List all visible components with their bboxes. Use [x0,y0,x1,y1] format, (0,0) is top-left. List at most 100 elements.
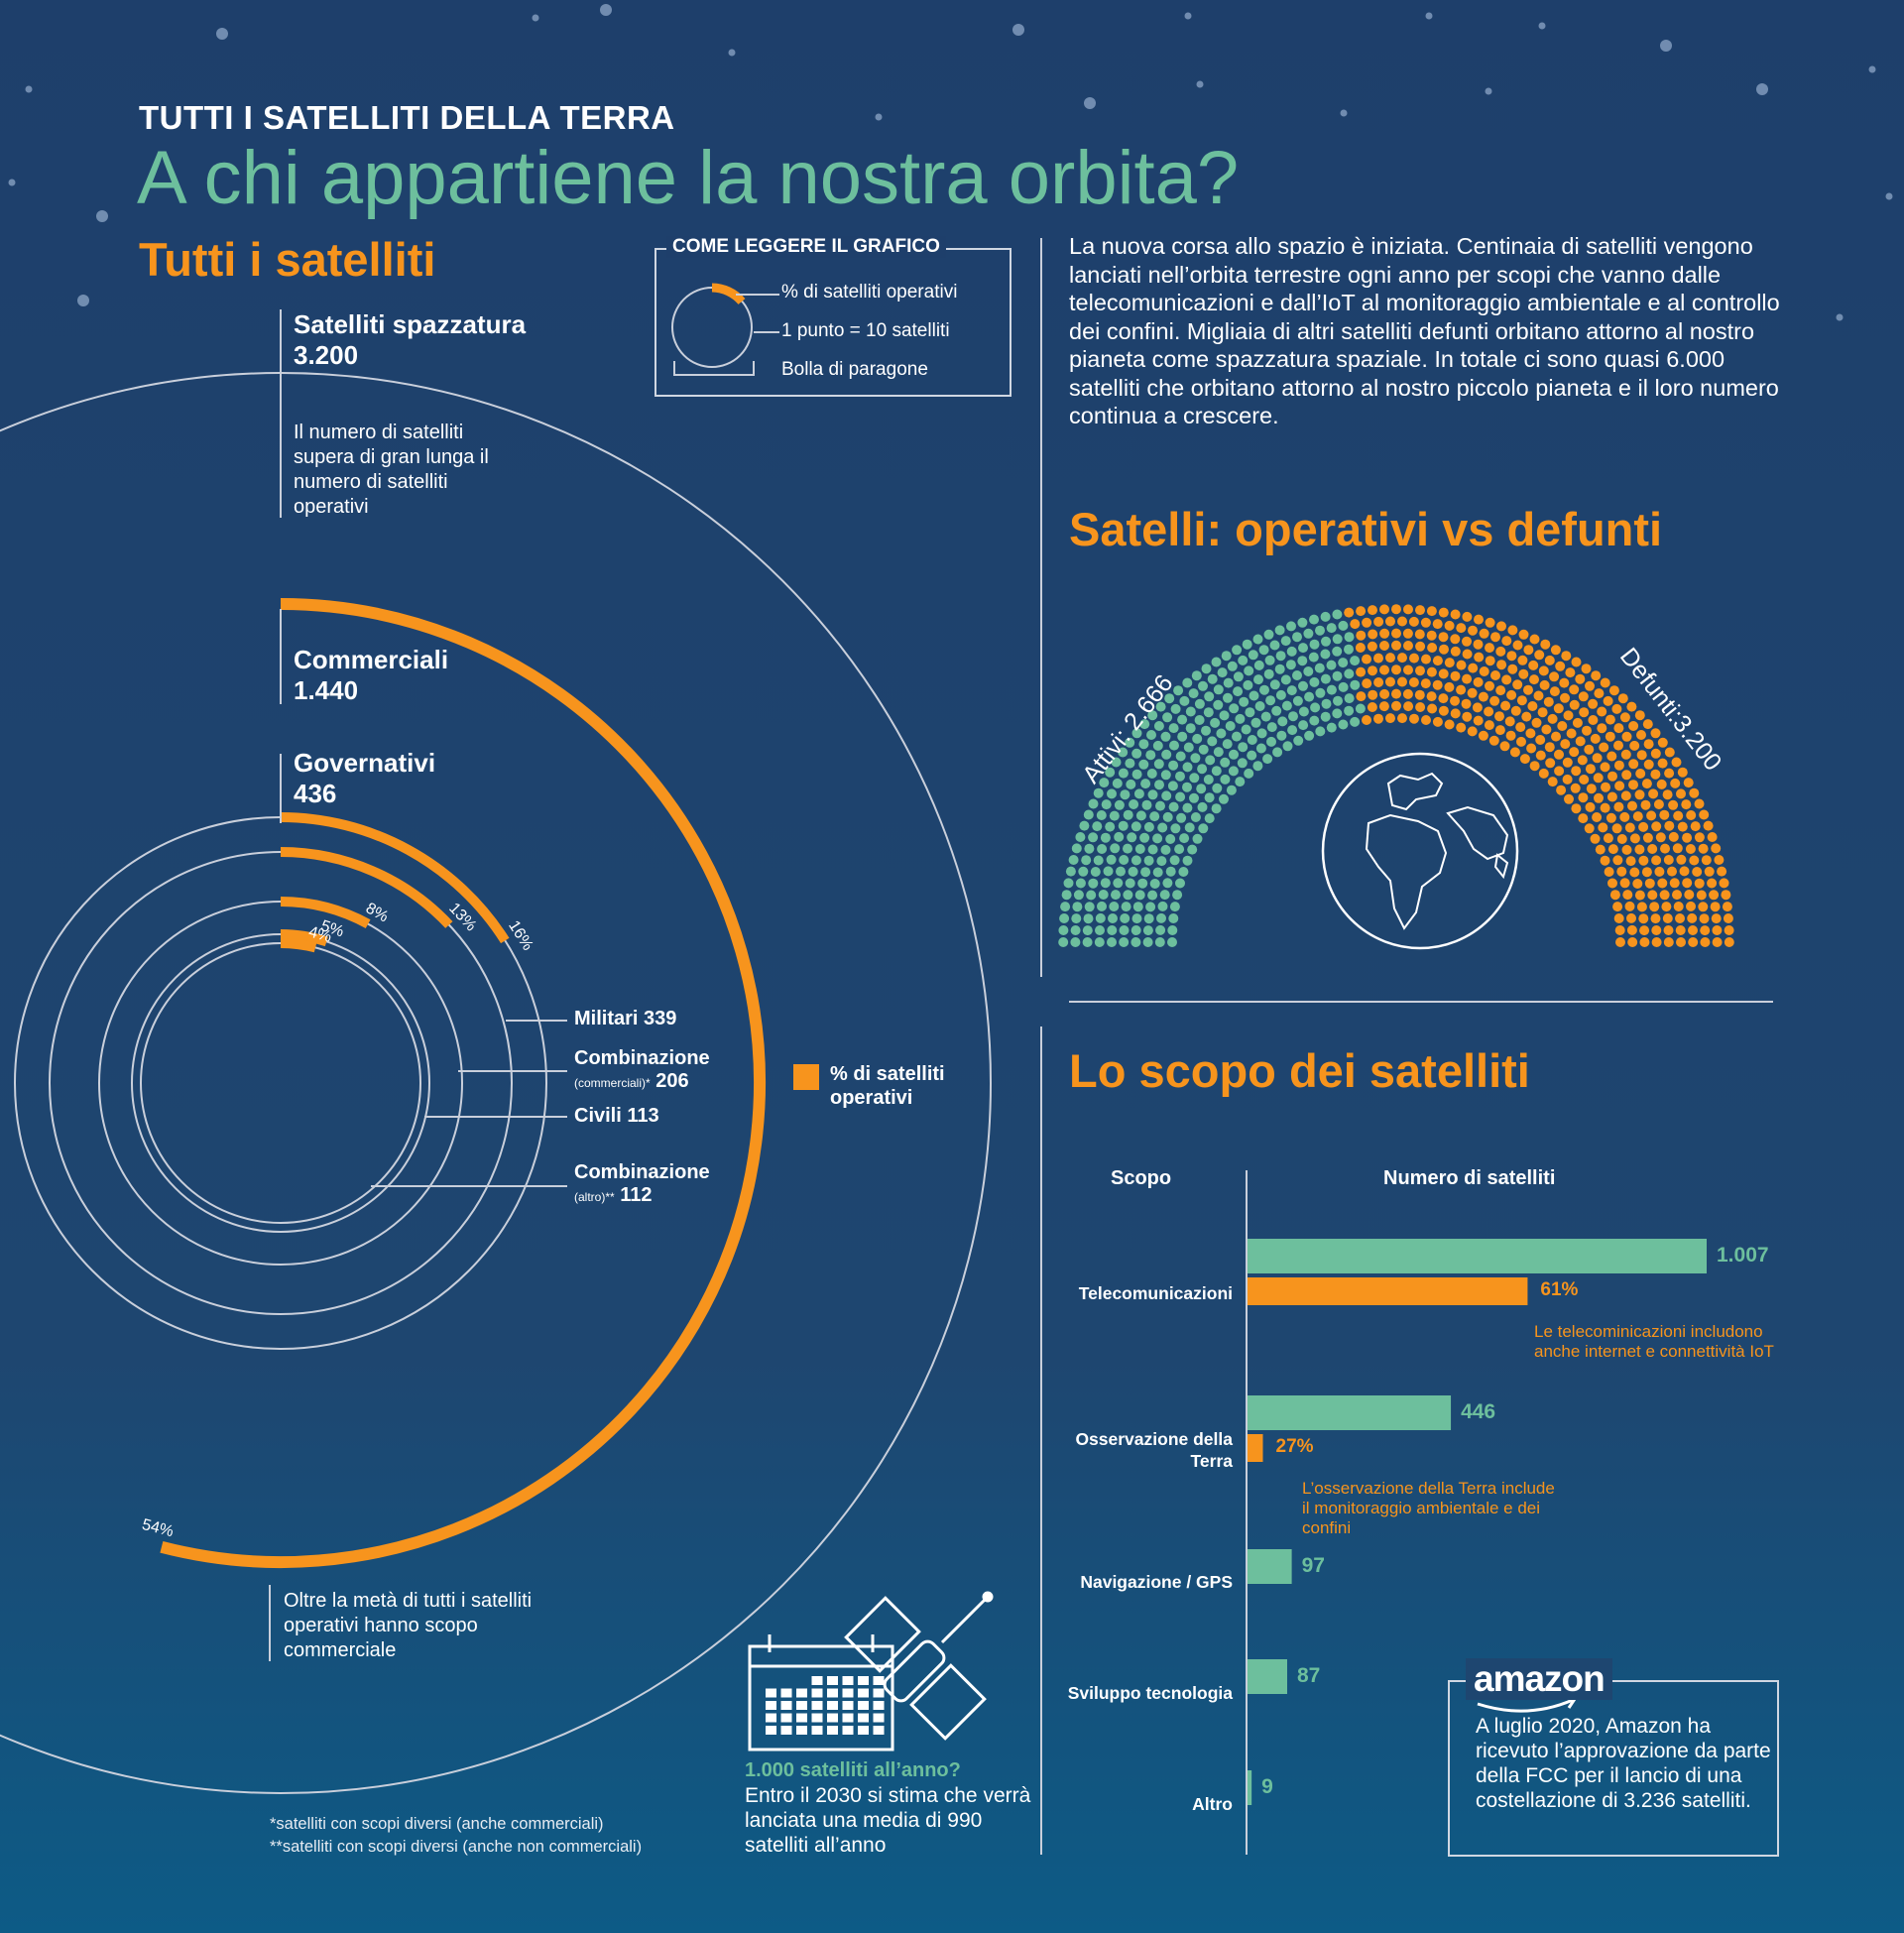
active-dot [1303,666,1314,676]
calendar-cell [873,1701,885,1710]
defunct-dot [1462,611,1473,622]
defunct-dot [1621,770,1632,781]
active-dot [1120,913,1130,923]
defunct-dot [1632,879,1643,889]
active-dot [1350,656,1361,666]
calendar-cell [766,1688,776,1698]
calendar-cell [780,1726,792,1735]
active-dot [1099,778,1110,788]
active-dot [1154,780,1164,790]
active-dot [1094,937,1105,947]
defunct-dot [1462,711,1473,722]
calendar-cell [811,1676,823,1685]
defunct-dot [1569,747,1580,758]
star-dot [728,49,736,57]
defunct-dot [1496,660,1507,670]
active-dot [1106,854,1117,865]
active-dot [1141,799,1152,810]
defunct-dot [1571,803,1582,814]
defunct-dot [1494,725,1505,736]
active-dot [1288,711,1298,722]
dot-semicircle-chart [1058,604,1734,947]
active-dot [1127,832,1137,843]
defunct-dot [1714,855,1725,865]
defunct-dot [1367,702,1377,712]
active-dot [1168,723,1179,734]
active-dot [1191,670,1202,681]
active-dot [1213,684,1224,695]
defunct-dot [1540,639,1551,650]
defunct-dot [1439,644,1449,655]
defunct-dot [1657,758,1668,769]
active-dot [1338,681,1349,692]
active-dot [1320,649,1331,660]
defunct-dot [1554,766,1565,777]
calendar-cell [811,1701,823,1710]
calendar-cell [766,1701,776,1710]
arc-governmental [280,812,510,944]
arc-combo-comm [280,897,371,929]
defunct-dot [1655,832,1666,843]
defunct-dot [1495,646,1506,657]
defunct-dot [1494,711,1504,722]
defunct-dot [1516,695,1527,706]
active-dot [1112,778,1123,788]
active-dot [1170,823,1181,834]
active-dot [1309,676,1320,687]
defunct-dot [1585,680,1595,691]
defunct-dot [1624,822,1635,833]
ring-label-military: Militari 339 [574,1008,677,1029]
defunct-dot [1584,744,1595,755]
defunct-dot [1559,677,1570,688]
defunct-dot [1709,890,1720,901]
defunct-dot [1651,855,1662,866]
defunct-dot [1479,628,1489,639]
active-dot [1308,652,1319,663]
active-dot [1123,809,1133,820]
active-dot [1326,660,1337,670]
star-dot [1836,313,1844,321]
active-dot [1344,632,1355,643]
defunct-dot [1467,726,1478,737]
defunct-dot [1657,737,1668,748]
active-dot [1350,679,1361,690]
defunct-dot [1597,706,1607,717]
active-dot [1272,747,1283,758]
defunct-dot [1468,625,1478,636]
star-dot [216,28,228,40]
active-dot [1072,902,1083,912]
defunct-dot [1397,653,1407,664]
defunct-dot [1643,759,1654,770]
active-dot [1189,792,1199,803]
active-dot [1277,716,1288,727]
active-dot [1168,801,1179,812]
active-dot [1114,831,1125,842]
defunct-dot [1543,696,1554,707]
active-dot [1155,924,1166,935]
active-dot [1245,707,1255,718]
active-dot [1192,833,1203,844]
defunct-dot [1560,692,1570,703]
defunct-dot [1403,664,1413,675]
active-dot [1201,664,1212,674]
defunct-dot [1356,666,1367,677]
defunct-dot [1563,710,1574,721]
active-dot [1058,925,1069,935]
defunct-dot [1355,643,1366,653]
active-dot [1176,812,1187,823]
active-dot [1131,769,1142,780]
defunct-dot [1626,701,1637,712]
defunct-dot [1647,844,1658,854]
active-dot [1185,723,1196,734]
defunct-dot [1671,757,1682,768]
active-dot [1184,822,1195,833]
active-dot [1138,759,1149,770]
legend-title: COME LEGGERE IL GRAFICO [666,236,946,258]
defunct-dot [1588,698,1599,709]
defunct-dot [1450,634,1461,645]
defunct-dot [1608,685,1619,696]
active-dot [1326,623,1337,634]
defunct-dot [1356,691,1367,702]
defunct-dot [1572,717,1583,728]
active-dot [1114,799,1125,810]
